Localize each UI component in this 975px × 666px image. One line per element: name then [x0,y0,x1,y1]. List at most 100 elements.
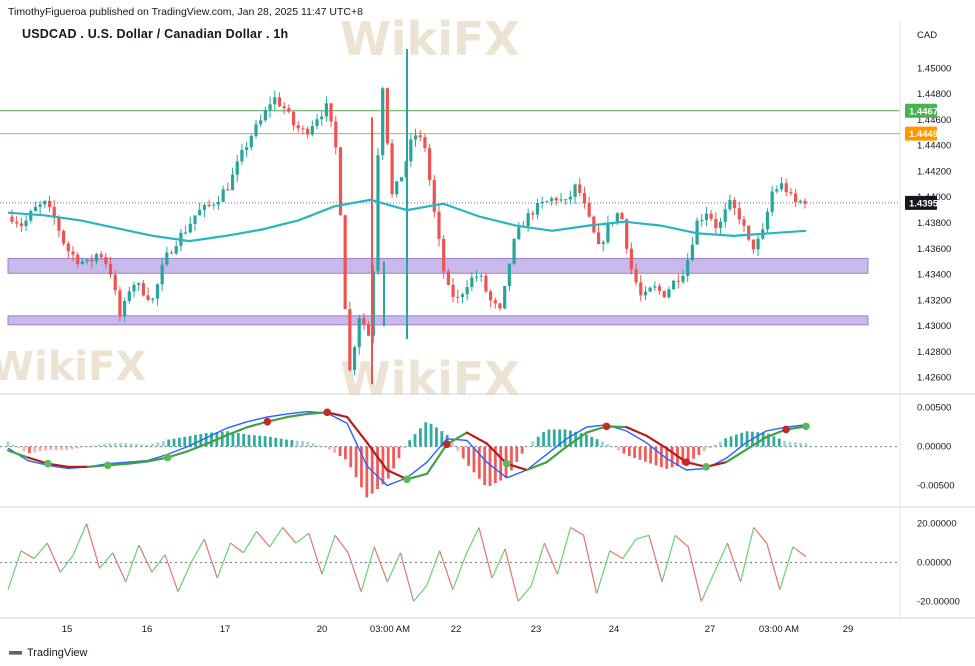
candle-up [479,275,483,277]
macd-pane[interactable] [0,408,900,498]
cross-dot-bull [103,461,112,470]
price-pane[interactable] [0,49,900,385]
candle-up [643,291,648,296]
candle-up [165,252,169,265]
macd-histogram-bar [526,445,529,447]
axes: 1.450001.448001.446001.444001.442001.440… [0,20,975,635]
macd-histogram-bar [247,434,251,447]
candle-up [573,184,577,197]
oscillator-segment [138,544,153,573]
candle-down [662,290,666,298]
candle-up [686,260,690,276]
signal-line-segment [6,449,30,459]
macd-line [7,410,807,487]
macd-histogram-bar [151,443,155,447]
macd-histogram-bar [472,446,476,473]
time-tick-label: 24 [609,624,620,635]
macd-histogram-bar [220,431,224,447]
tradingview-footer[interactable]: ➖ TradingView [8,646,88,660]
cross-dot-bear [682,458,691,466]
macd-histogram-bar [76,446,80,449]
cross-dot-bear [323,408,332,417]
oscillator-segment [753,527,768,544]
macd-histogram-bar [510,446,513,471]
candle-down [19,223,23,227]
macd-tick-label: 0.00000 [917,442,951,453]
price-tick-label: 1.44800 [917,89,951,100]
candle-down [118,290,122,317]
candle-up [413,135,418,140]
macd-histogram-bar [306,441,310,447]
oscillator-segment [726,542,742,583]
oscillator-segment [543,542,558,575]
macd-histogram-bar [718,441,722,447]
osc-tick-label: 0.00000 [917,558,951,569]
candle-down [76,254,80,264]
candle-down [747,225,751,240]
macd-histogram-bar [156,442,160,447]
macd-histogram-bar [536,436,540,447]
macd-histogram-bar [177,437,181,447]
candle-up [376,155,380,272]
macd-histogram-bar [686,446,690,463]
macd-histogram-bar [386,446,390,479]
candle-down [52,206,56,218]
candle-up [94,254,99,262]
macd-histogram-bar [344,446,347,460]
candle-up [775,189,779,192]
signal-line-segment [625,426,648,437]
candle-down [66,243,70,252]
macd-histogram-bar [49,446,53,451]
oscillator-segment [779,546,794,590]
cross-dot-bear [782,425,790,434]
candle-down [334,121,338,148]
candle-up [85,259,89,262]
macd-histogram-bar [606,443,610,447]
candle-down [742,219,746,226]
oscillator-pane[interactable] [0,523,900,602]
candle-down [47,200,52,207]
macd-histogram-bar [804,443,808,447]
candle-up [512,239,516,264]
oscillator-segment [622,538,637,559]
candle-up [320,116,324,120]
oscillator-segment [530,542,545,587]
macd-histogram-bar [617,446,620,451]
candle-up [381,88,385,156]
signal-line-segment [465,431,488,445]
price-tick-label: 1.42600 [917,373,951,384]
candle-up [395,181,399,195]
macd-histogram-bar [322,446,326,448]
macd-histogram-bar [402,446,406,449]
signal-line-segment [206,433,229,445]
oscillator-segment [269,527,284,548]
macd-histogram-bar [113,443,117,447]
oscillator-segment [700,571,715,602]
candle-up [263,110,267,121]
macd-histogram-bar [579,433,583,447]
signal-line-segment [425,443,448,475]
macd-histogram-bar [788,441,792,447]
macd-histogram-bar [408,440,412,447]
macd-histogram-bar [338,446,342,457]
macd-histogram-bar [440,431,444,447]
candle-up [606,222,610,243]
candle-down [282,106,286,109]
price-tag-dark [905,195,937,210]
signal-line-segment [745,436,768,451]
macd-histogram-bar [60,446,63,451]
candle-up [160,264,164,285]
cross-dot-bear [443,440,451,449]
oscillator-segment [151,554,166,573]
candle-down [737,208,741,220]
candle-down [57,217,61,231]
macd-histogram-bar [488,446,492,487]
oscillator-segment [295,532,310,544]
cross-dot-bear [263,417,272,426]
candle-up [38,204,42,207]
time-tick-label: 17 [220,624,231,635]
macd-histogram-bar [601,441,604,447]
candle-up [43,200,47,205]
macd-histogram-bar [327,446,331,450]
